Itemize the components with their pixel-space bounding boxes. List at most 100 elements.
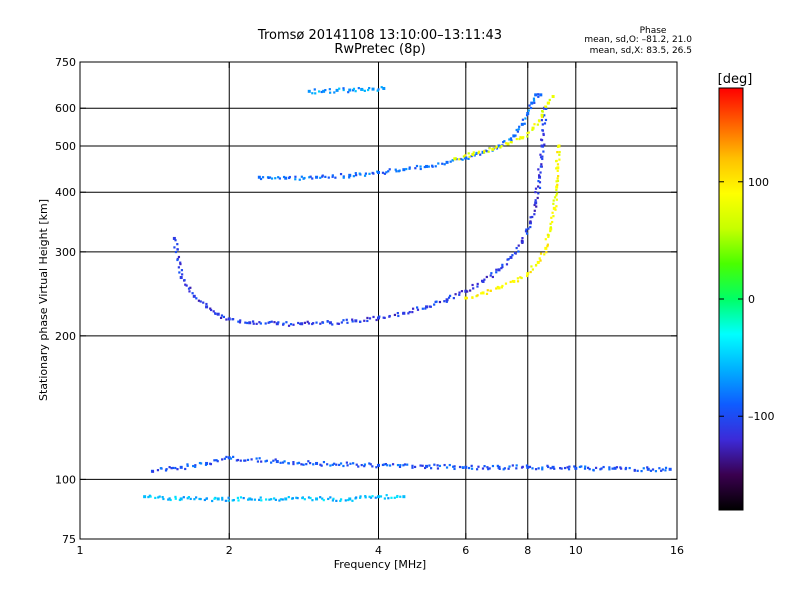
x-tick-label: 6	[462, 544, 469, 557]
data-point-fill	[485, 275, 488, 279]
data-point-fill	[651, 468, 655, 471]
data-point	[497, 286, 501, 290]
data-point-fill	[375, 466, 378, 469]
data-point-fill	[508, 465, 511, 468]
data-point-fill	[358, 496, 362, 499]
data-point-fill	[469, 289, 472, 292]
data-point	[531, 126, 535, 130]
data-point-fill	[507, 258, 510, 261]
data-point-fill	[454, 293, 457, 296]
data-point-fill	[413, 465, 417, 469]
data-point-fill	[258, 498, 261, 501]
data-point-fill	[533, 101, 536, 104]
data-point-fill	[640, 469, 643, 473]
data-point-fill	[319, 463, 322, 466]
data-point-fill	[270, 320, 273, 323]
data-point-fill	[477, 465, 480, 468]
data-point-fill	[369, 463, 372, 466]
data-point-fill	[599, 468, 602, 471]
data-point-fill	[419, 165, 422, 168]
data-point-fill	[421, 464, 424, 467]
data-point-fill	[359, 495, 362, 498]
colorbar: [deg] 100 0 –100	[718, 72, 775, 511]
data-point	[172, 236, 176, 240]
data-point-fill	[274, 458, 277, 461]
data-point-fill	[239, 496, 243, 499]
data-point-fill	[363, 463, 367, 466]
data-point-fill	[342, 175, 345, 178]
data-point-fill	[381, 463, 385, 467]
x-tick-label: 4	[375, 544, 382, 557]
data-point-fill	[187, 496, 190, 499]
data-point-fill	[335, 499, 338, 502]
data-point-fill	[552, 199, 555, 202]
data-point-fill	[314, 92, 317, 95]
data-point-fill	[342, 319, 345, 322]
data-point-fill	[307, 460, 310, 463]
data-point-fill	[227, 499, 230, 502]
data-point	[377, 316, 380, 320]
data-point-fill	[383, 172, 387, 175]
data-point-fill	[371, 465, 374, 468]
data-point-fill	[381, 171, 385, 174]
data-point-fill	[557, 175, 560, 178]
data-point-fill	[214, 312, 217, 315]
data-point-fill	[567, 468, 571, 471]
data-point-fill	[320, 464, 323, 467]
data-point-fill	[541, 468, 544, 471]
data-point-fill	[501, 265, 504, 269]
data-point-fill	[403, 463, 407, 466]
data-point-fill	[393, 313, 397, 317]
data-point-fill	[174, 250, 178, 254]
data-point-fill	[363, 89, 366, 92]
data-point-fill	[664, 469, 667, 472]
data-point-fill	[294, 175, 297, 178]
x-tick-label: 8	[524, 544, 531, 557]
data-point-fill	[441, 162, 444, 165]
data-point-fill	[345, 461, 348, 464]
data-point-fill	[550, 216, 553, 219]
data-point-fill	[549, 226, 552, 229]
y-tick-label: 400	[55, 186, 76, 199]
data-point-fill	[537, 179, 540, 183]
data-point-fill	[301, 496, 304, 500]
data-point-fill	[195, 496, 198, 499]
data-point-fill	[402, 464, 405, 467]
data-point-fill	[521, 118, 525, 121]
data-point-fill	[491, 275, 494, 279]
data-point-fill	[281, 461, 285, 464]
data-point-fill	[232, 498, 235, 502]
data-point-fill	[215, 459, 218, 462]
data-point-fill	[161, 496, 164, 499]
data-point-fill	[488, 147, 491, 150]
data-point-fill	[479, 153, 482, 156]
data-point	[348, 173, 352, 177]
data-point-fill	[500, 286, 503, 289]
data-point-fill	[615, 466, 619, 469]
data-point-fill	[536, 123, 539, 126]
data-point-fill	[546, 243, 549, 246]
data-point-fill	[252, 322, 255, 325]
data-point	[275, 460, 279, 464]
data-point-fill	[547, 234, 550, 237]
data-point	[557, 144, 561, 148]
data-point-fill	[419, 464, 422, 467]
colorbar-tick-label: 0	[748, 293, 755, 306]
data-point-fill	[533, 123, 536, 126]
data-point-fill	[386, 464, 389, 467]
data-point-fill	[354, 172, 357, 175]
data-point-fill	[216, 460, 219, 463]
data-point-fill	[423, 165, 426, 169]
data-point-fill	[368, 172, 371, 175]
data-point-fill	[527, 227, 530, 230]
data-point	[216, 497, 220, 501]
data-point	[425, 164, 429, 168]
chart-title: Tromsø 20141108 13:10:00–13:11:43	[257, 28, 502, 43]
data-point-fill	[213, 497, 216, 500]
data-point-fill	[483, 278, 486, 281]
data-point-fill	[294, 178, 297, 181]
data-point-fill	[319, 176, 322, 179]
data-point	[248, 321, 252, 325]
data-point-fill	[278, 177, 281, 180]
data-point-fill	[194, 465, 197, 468]
